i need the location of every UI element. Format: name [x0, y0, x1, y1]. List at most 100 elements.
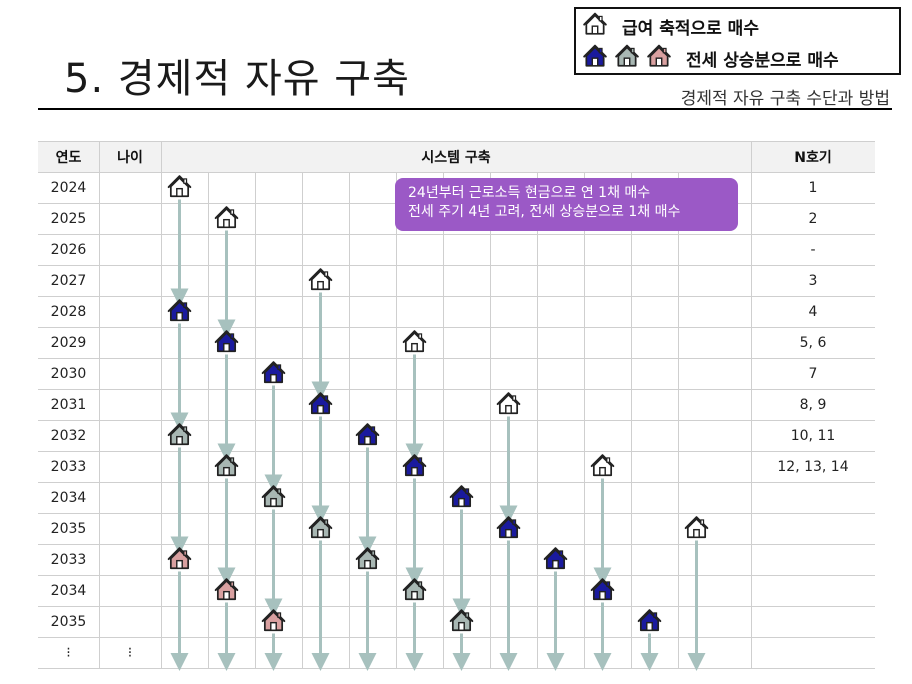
- cell-n: 7: [808, 365, 818, 382]
- legend-label-salary: 급여 축적으로 매수: [622, 18, 759, 39]
- column-divider: [396, 172, 397, 668]
- house-blue-icon: [167, 299, 192, 322]
- cell-n: -: [810, 241, 816, 258]
- row-divider: [38, 451, 875, 452]
- cell-year: 2035: [50, 520, 87, 537]
- house-pink-icon: [167, 547, 192, 570]
- cell-year: 2030: [50, 365, 87, 382]
- cell-year: 2033: [50, 458, 87, 475]
- column-divider: [302, 172, 303, 668]
- column-divider: [349, 172, 350, 668]
- cell-age: ⁝: [127, 644, 133, 661]
- column-divider: [443, 172, 444, 668]
- house-pink-icon: [261, 609, 286, 632]
- house-salary-icon: [402, 330, 427, 353]
- house-gray-icon: [402, 578, 427, 601]
- callout-line-1: 24년부터 근로소득 현금으로 연 1채 매수: [408, 185, 651, 201]
- cell-year: 2033: [50, 551, 87, 568]
- house-salary-icon: [496, 392, 521, 415]
- header-n: N호기: [751, 141, 875, 172]
- house-gray-icon: [355, 547, 380, 570]
- column-divider: [678, 172, 679, 668]
- house-blue-icon: [308, 392, 333, 415]
- cell-n: 5, 6: [799, 334, 827, 351]
- column-divider: [751, 141, 752, 668]
- page-subtitle: 경제적 자유 구축 수단과 방법: [680, 89, 890, 109]
- cell-n: 3: [808, 272, 818, 289]
- house-gray-icon: [214, 454, 239, 477]
- row-divider: [38, 265, 875, 266]
- house-blue-icon: [543, 547, 568, 570]
- house-blue-icon: [261, 361, 286, 384]
- page-title: 5. 경제적 자유 구축: [64, 56, 410, 102]
- house-gray-icon: [167, 423, 192, 446]
- title-divider: [38, 108, 892, 110]
- legend-label-jeonse: 전세 상승분으로 매수: [686, 50, 839, 71]
- row-divider: [38, 637, 875, 638]
- cell-year: 2034: [50, 489, 87, 506]
- house-gray-icon: [614, 43, 640, 74]
- legend-box: 급여 축적으로 매수 전세 상승분으로 매수: [574, 7, 901, 75]
- header-age: 나이: [99, 141, 161, 172]
- house-blue-icon: [590, 578, 615, 601]
- cell-year: 2032: [50, 427, 87, 444]
- column-divider: [99, 141, 100, 668]
- house-blue-icon: [449, 485, 474, 508]
- house-salary-icon: [214, 206, 239, 229]
- row-divider: [38, 296, 875, 297]
- row-divider: [38, 544, 875, 545]
- house-salary-icon: [308, 268, 333, 291]
- row-divider: [38, 234, 875, 235]
- row-divider: [38, 327, 875, 328]
- cell-year: 2026: [50, 241, 87, 258]
- cell-year: 2031: [50, 396, 87, 413]
- house-gray-icon: [261, 485, 286, 508]
- legend-row-salary: 급여 축적으로 매수: [582, 11, 759, 41]
- house-pink-icon: [646, 43, 672, 74]
- header-system: 시스템 구축: [161, 141, 751, 172]
- cell-n: 1: [808, 179, 818, 196]
- column-divider: [584, 172, 585, 668]
- table-top-border: [38, 141, 875, 142]
- house-gray-icon: [449, 609, 474, 632]
- house-blue-icon: [496, 516, 521, 539]
- column-divider: [208, 172, 209, 668]
- cell-year: 2029: [50, 334, 87, 351]
- row-divider: [38, 482, 875, 483]
- house-blue-icon: [214, 330, 239, 353]
- cell-n: 12, 13, 14: [777, 458, 849, 475]
- cell-n: 8, 9: [799, 396, 827, 413]
- cell-year: 2025: [50, 210, 87, 227]
- cell-year: 2024: [50, 179, 87, 196]
- house-gray-icon: [308, 516, 333, 539]
- house-salary-icon: [684, 516, 709, 539]
- row-divider: [38, 389, 875, 390]
- house-pink-icon: [214, 578, 239, 601]
- house-blue-icon: [355, 423, 380, 446]
- cell-n: 2: [808, 210, 818, 227]
- row-divider: [38, 420, 875, 421]
- column-divider: [490, 172, 491, 668]
- row-divider: [38, 513, 875, 514]
- callout-line-2: 전세 주기 4년 고려, 전세 상승분으로 1채 매수: [408, 204, 681, 220]
- cell-year: 2027: [50, 272, 87, 289]
- row-divider: [38, 358, 875, 359]
- cell-year: 2028: [50, 303, 87, 320]
- house-outline-icon: [582, 11, 608, 42]
- column-divider: [255, 172, 256, 668]
- house-blue-icon: [402, 454, 427, 477]
- house-blue-icon: [582, 43, 608, 74]
- header-year: 연도: [38, 141, 99, 172]
- cell-year: 2034: [50, 582, 87, 599]
- house-blue-icon: [637, 609, 662, 632]
- cell-n: 10, 11: [790, 427, 836, 444]
- house-salary-icon: [590, 454, 615, 477]
- cell-n: 4: [808, 303, 818, 320]
- callout-note: 24년부터 근로소득 현금으로 연 1채 매수 전세 주기 4년 고려, 전세 …: [395, 178, 738, 231]
- row-divider: [38, 575, 875, 576]
- row-divider: [38, 172, 875, 173]
- column-divider: [537, 172, 538, 668]
- cell-year: 2035: [50, 613, 87, 630]
- legend-row-jeonse: 전세 상승분으로 매수: [582, 43, 839, 73]
